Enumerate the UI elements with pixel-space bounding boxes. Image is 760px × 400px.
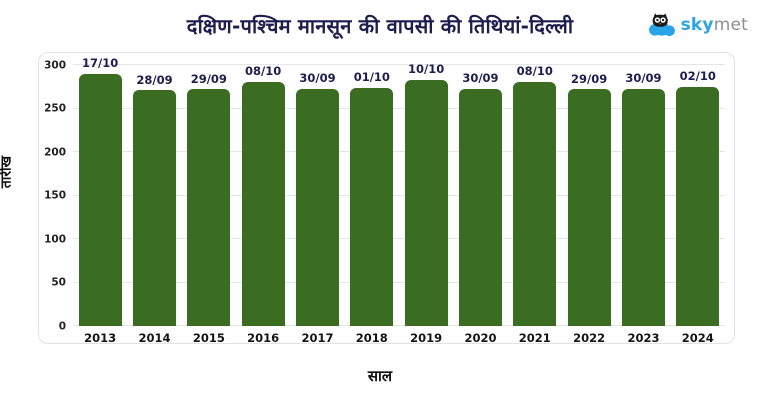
- gridline: [73, 107, 725, 109]
- x-tick-label: 2017: [301, 330, 334, 345]
- x-tick-label: 2024: [681, 330, 714, 345]
- bar-2020: [459, 88, 502, 326]
- gridline: [73, 194, 725, 196]
- gridline: [73, 151, 725, 152]
- bar-2024: [676, 86, 720, 326]
- bar-value-label: 10/10: [408, 62, 445, 77]
- x-tick-label: 2015: [192, 330, 225, 345]
- x-tick-label: 2014: [138, 330, 171, 345]
- logo-text: skymet: [681, 15, 748, 35]
- gridline: [73, 64, 725, 65]
- bar-column-2019: 10/10 2019: [399, 64, 453, 343]
- bar-value-label: 17/10: [82, 56, 119, 71]
- bar-column-2013: 17/10 2013: [73, 58, 127, 343]
- y-tick-label: 50: [51, 276, 66, 289]
- bar-column-2015: 29/09 2015: [182, 65, 236, 343]
- x-tick-label: 2019: [410, 330, 443, 345]
- bar-2016: [241, 81, 285, 326]
- bar-2021: [513, 81, 557, 326]
- bar-column-2022: 29/09 2022: [562, 65, 616, 343]
- x-tick-label: 2016: [247, 330, 280, 345]
- bar-2014: [133, 90, 176, 326]
- chart-inner: 0 50 100 150 200 250 300 17/10 2013 28/09 2014 29/…: [39, 58, 725, 343]
- bar-column-2017: 30/09 2017: [290, 65, 344, 343]
- bar-2013: [78, 73, 122, 326]
- bar-value-label: 02/10: [679, 69, 716, 84]
- y-tick-label: 200: [44, 145, 66, 158]
- chart-panel: 0 50 100 150 200 250 300 17/10 2013 28/09 2014 29/…: [38, 52, 735, 344]
- bar-2015: [187, 89, 231, 326]
- bar-column-2020: 30/09 2020: [453, 65, 507, 343]
- y-tick-label: 100: [44, 232, 66, 245]
- x-tick-label: 2018: [355, 330, 388, 345]
- x-tick-label: 2020: [464, 330, 497, 345]
- plot-area: 17/10 2013 28/09 2014 29/09 2015 08/10 2016 30/0…: [73, 58, 725, 343]
- logo-met-text: met: [713, 14, 748, 35]
- bar-value-label: 29/09: [190, 71, 227, 86]
- logo-sky-text: sky: [680, 14, 714, 35]
- y-axis-ticks: 0 50 100 150 200 250 300: [39, 60, 73, 331]
- x-tick-label: 2023: [627, 330, 660, 345]
- bar-2023: [621, 88, 665, 326]
- bar-value-label: 01/10: [353, 70, 390, 85]
- bar-column-2016: 08/10 2016: [236, 65, 290, 343]
- bar-value-label: 30/09: [625, 71, 662, 85]
- x-tick-label: 2022: [573, 330, 606, 345]
- bar-value-label: 28/09: [136, 72, 173, 87]
- bar-column-2024: 02/10 2024: [671, 65, 725, 343]
- bar-value-label: 30/09: [299, 71, 336, 85]
- bar-2022: [567, 89, 611, 326]
- bar-value-label: 29/09: [571, 71, 608, 86]
- bar-2017: [296, 88, 339, 326]
- gridline: [73, 238, 725, 239]
- chart-title: दक्षिण-पश्चिम मानसून की वापसी की तिथियां…: [186, 14, 574, 38]
- x-tick-label: 2021: [518, 330, 551, 345]
- x-axis-title: साल: [367, 367, 393, 385]
- bar-value-label: 30/09: [462, 71, 499, 85]
- gridline: [73, 325, 725, 326]
- skymet-logo: skymet: [646, 10, 748, 39]
- y-tick-label: 0: [58, 319, 66, 332]
- bar-value-label: 08/10: [245, 64, 282, 79]
- bar-value-label: 08/10: [516, 64, 553, 79]
- y-tick-label: 150: [44, 189, 66, 202]
- y-axis-title: तारीख: [0, 155, 15, 189]
- y-tick-label: 300: [44, 58, 66, 71]
- bar-column-2014: 28/09 2014: [127, 65, 181, 343]
- bar-column-2023: 30/09 2023: [616, 65, 670, 343]
- y-tick-label: 250: [44, 102, 66, 115]
- bar-2019: [404, 79, 448, 326]
- x-tick-label: 2013: [84, 330, 117, 345]
- bar-column-2021: 08/10 2021: [508, 65, 562, 343]
- bar-2018: [350, 87, 394, 326]
- header: दक्षिण-पश्चिम मानसून की वापसी की तिथियां…: [0, 0, 760, 48]
- bar-column-2018: 01/10 2018: [345, 65, 399, 343]
- gridline: [73, 281, 725, 283]
- owl-on-cloud-icon: [648, 13, 675, 37]
